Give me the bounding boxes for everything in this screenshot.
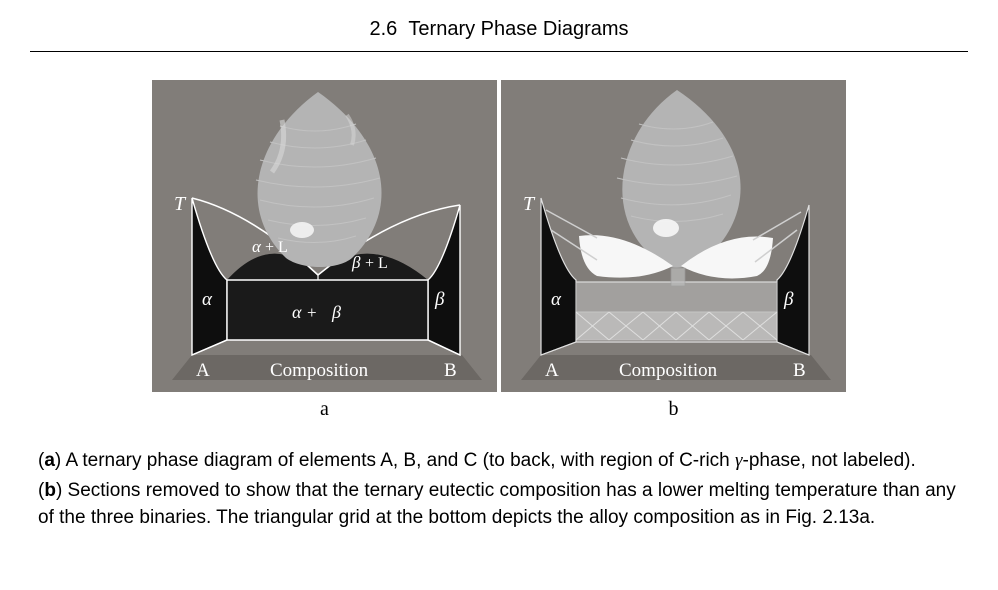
svg-text:α: α	[202, 289, 213, 310]
figure-panel-a: T α + L β + L α β α + β A B Composition	[152, 80, 497, 392]
subfigure-label-a: a	[152, 398, 497, 421]
svg-text:Composition: Composition	[619, 360, 718, 381]
svg-text:A: A	[196, 360, 210, 381]
subfigure-labels: a b	[0, 398, 998, 421]
svg-text:β: β	[434, 289, 445, 310]
diagram-b-svg: T α β A B Composition	[501, 80, 846, 392]
section-header: 2.6 Ternary Phase Diagrams	[0, 0, 998, 51]
caption-line-b: (b) Sections removed to show that the te…	[38, 477, 960, 532]
svg-text:β: β	[351, 253, 361, 272]
svg-text:T: T	[174, 193, 187, 215]
diagram-a-svg: T α + L β + L α β α + β A B Composition	[152, 80, 497, 392]
svg-text:T: T	[523, 193, 536, 215]
svg-text:Composition: Composition	[270, 360, 369, 381]
caption-line-a: (a) A ternary phase diagram of elements …	[38, 447, 960, 475]
svg-text:+ L: + L	[265, 239, 288, 256]
header-rule	[30, 51, 968, 52]
svg-text:A: A	[545, 360, 559, 381]
subfigure-label-b: b	[501, 398, 846, 421]
svg-text:B: B	[793, 360, 806, 381]
svg-text:β: β	[331, 302, 341, 322]
svg-text:β: β	[783, 289, 794, 310]
section-title: Ternary Phase Diagrams	[408, 18, 628, 40]
figure-panel-b: T α β A B Composition	[501, 80, 846, 392]
svg-text:α: α	[292, 302, 302, 322]
section-number: 2.6	[369, 18, 397, 40]
svg-text:+ L: + L	[365, 255, 388, 272]
svg-text:α: α	[551, 289, 562, 310]
figure-row: T α + L β + L α β α + β A B Composition	[0, 80, 998, 392]
svg-text:B: B	[444, 360, 457, 381]
figure-caption: (a) A ternary phase diagram of elements …	[38, 447, 960, 532]
svg-text:α: α	[252, 237, 262, 256]
svg-text:+: +	[307, 303, 317, 322]
